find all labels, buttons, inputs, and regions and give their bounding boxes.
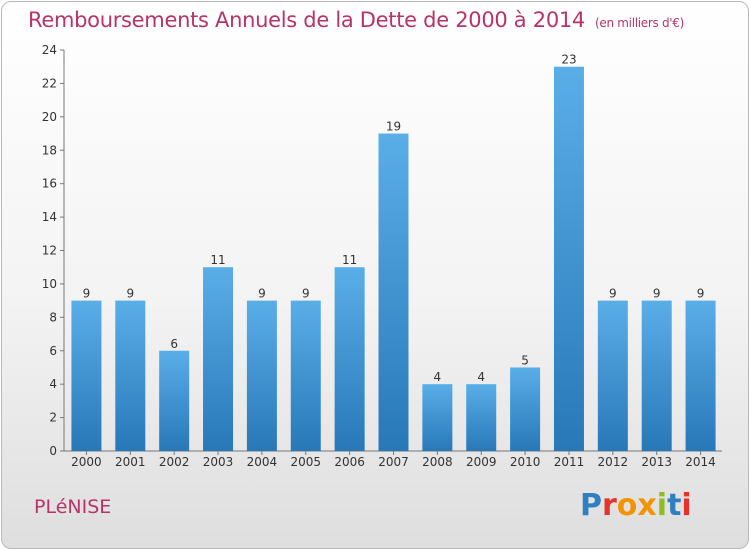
- bar-2001: [115, 300, 146, 451]
- y-tick-label: 20: [42, 110, 57, 124]
- x-tick-label-2012: 2012: [598, 455, 629, 469]
- value-label-2014: 9: [697, 287, 705, 301]
- value-label-2012: 9: [609, 287, 617, 301]
- x-tick-label-2006: 2006: [334, 455, 365, 469]
- logo-letter: i: [656, 488, 668, 523]
- y-tick-label: 10: [42, 277, 57, 291]
- bar-2005: [290, 300, 321, 451]
- y-tick-label: 4: [49, 377, 57, 391]
- logo-letter: r: [602, 488, 617, 523]
- value-label-2008: 4: [434, 370, 442, 384]
- bar-2008: [422, 384, 453, 451]
- chart-subtitle: (en milliers d'€): [595, 16, 685, 30]
- chart-title: Remboursements Annuels de la Dette de 20…: [28, 8, 684, 32]
- y-tick-label: 24: [42, 43, 57, 57]
- y-tick-label: 8: [49, 310, 57, 324]
- x-tick-label-2005: 2005: [290, 455, 321, 469]
- bar-2002: [159, 350, 190, 451]
- value-label-2005: 9: [302, 287, 310, 301]
- bar-2000: [71, 300, 102, 451]
- value-label-2009: 4: [477, 370, 485, 384]
- logo-letter: x: [637, 488, 657, 523]
- value-label-2013: 9: [653, 287, 661, 301]
- value-label-2011: 23: [561, 53, 576, 67]
- x-tick-label-2004: 2004: [247, 455, 278, 469]
- commune-name: PLéNISE: [34, 496, 112, 518]
- value-label-2000: 9: [83, 287, 91, 301]
- bar-2012: [597, 300, 628, 451]
- x-axis: 2000 2001 2002 2003 2004 2005 2006 2007 2008 2009…: [64, 450, 722, 469]
- bar-2010: [510, 367, 541, 451]
- y-tick-label: 6: [49, 344, 57, 358]
- x-tick-label-2011: 2011: [554, 455, 585, 469]
- bar-2009: [466, 384, 497, 451]
- bar-2014: [685, 300, 716, 451]
- bar-2006: [334, 267, 365, 451]
- y-tick-label: 12: [42, 244, 57, 258]
- bar-2004: [246, 300, 277, 451]
- value-label-2003: 11: [210, 253, 225, 267]
- bars: [71, 66, 716, 451]
- x-tick-label-2009: 2009: [466, 455, 497, 469]
- value-label-2007: 19: [386, 120, 401, 134]
- value-labels: 9 9 6 11 9 9 11 19 4 4 5 23 9 9 9: [83, 53, 705, 384]
- x-tick-label-2014: 2014: [685, 455, 716, 469]
- y-tick-label: 14: [42, 210, 57, 224]
- x-tick-label-2001: 2001: [115, 455, 146, 469]
- logo-letter: t: [667, 488, 682, 523]
- value-label-2006: 11: [342, 253, 357, 267]
- x-tick-label-2013: 2013: [641, 455, 672, 469]
- value-label-2002: 6: [170, 337, 178, 351]
- x-tick-label-2000: 2000: [71, 455, 102, 469]
- x-tick-label-2008: 2008: [422, 455, 453, 469]
- x-tick-label-2003: 2003: [203, 455, 234, 469]
- bar-2003: [203, 267, 234, 451]
- y-tick-label: 22: [42, 76, 57, 90]
- bar-2007: [378, 133, 409, 451]
- value-label-2004: 9: [258, 287, 266, 301]
- x-tick-label-2010: 2010: [510, 455, 541, 469]
- x-tick-label-2002: 2002: [159, 455, 190, 469]
- value-label-2001: 9: [126, 287, 134, 301]
- proxiti-logo[interactable]: Proxiti: [580, 488, 692, 523]
- logo-letter: o: [616, 488, 638, 523]
- bar-2011: [553, 66, 584, 451]
- x-tick-label-2007: 2007: [378, 455, 409, 469]
- y-tick-label: 16: [42, 177, 57, 191]
- y-tick-label: 18: [42, 143, 57, 157]
- logo-letter: i: [681, 488, 692, 523]
- logo-letter: P: [580, 488, 602, 523]
- y-tick-label: 0: [49, 444, 57, 458]
- chart-title-text: Remboursements Annuels de la Dette de 20…: [28, 8, 585, 32]
- bar-2013: [641, 300, 672, 451]
- value-label-2010: 5: [521, 353, 529, 367]
- y-tick-label: 2: [49, 411, 57, 425]
